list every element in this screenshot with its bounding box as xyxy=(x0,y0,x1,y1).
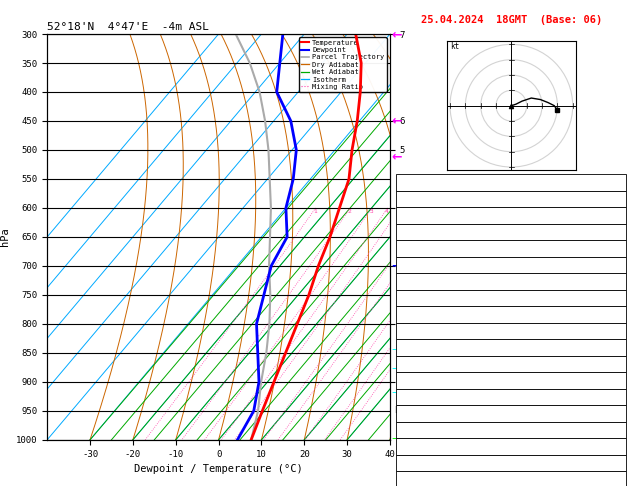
Text: Pressure (mb): Pressure (mb) xyxy=(399,360,467,368)
Text: 25.04.2024  18GMT  (Base: 06): 25.04.2024 18GMT (Base: 06) xyxy=(421,15,602,25)
Text: θᴄ(K): θᴄ(K) xyxy=(399,277,425,286)
Text: Hodograph: Hodograph xyxy=(487,442,535,451)
Text: 3: 3 xyxy=(369,209,373,214)
Y-axis label: hPa: hPa xyxy=(1,227,11,246)
Text: CAPE (J): CAPE (J) xyxy=(399,310,441,319)
Text: 71: 71 xyxy=(613,459,623,468)
Y-axis label: km
ASL: km ASL xyxy=(406,229,426,245)
Text: 4: 4 xyxy=(385,209,389,214)
Text: 0: 0 xyxy=(618,426,623,434)
Text: 67: 67 xyxy=(613,310,623,319)
Legend: Temperature, Dewpoint, Parcel Trajectory, Dry Adiabat, Wet Adiabat, Isotherm, Mi: Temperature, Dewpoint, Parcel Trajectory… xyxy=(299,37,386,92)
Text: ←: ← xyxy=(391,151,401,163)
Text: 0: 0 xyxy=(618,327,623,335)
X-axis label: Dewpoint / Temperature (°C): Dewpoint / Temperature (°C) xyxy=(134,464,303,474)
Text: CIN (J): CIN (J) xyxy=(399,426,435,434)
Text: 4.4: 4.4 xyxy=(608,260,623,269)
Text: 47: 47 xyxy=(613,194,623,203)
Text: →: → xyxy=(391,260,401,273)
Text: 136: 136 xyxy=(608,475,623,484)
Text: kt: kt xyxy=(450,42,459,51)
Text: ←: ← xyxy=(391,29,401,42)
Text: PW (cm): PW (cm) xyxy=(399,211,435,220)
Text: 1: 1 xyxy=(313,209,317,214)
Text: 6: 6 xyxy=(618,393,623,401)
Text: →: → xyxy=(392,364,401,374)
Text: 7.6: 7.6 xyxy=(608,244,623,253)
Text: K: K xyxy=(399,178,404,187)
Text: © weatheronline.co.uk: © weatheronline.co.uk xyxy=(460,471,562,480)
Text: CIN (J): CIN (J) xyxy=(399,327,435,335)
Text: Dewp (°C): Dewp (°C) xyxy=(399,260,446,269)
Text: →: → xyxy=(392,434,401,444)
Text: Lifted Index: Lifted Index xyxy=(399,393,462,401)
Text: 6: 6 xyxy=(618,294,623,302)
Text: 19: 19 xyxy=(613,178,623,187)
Text: 295: 295 xyxy=(608,376,623,385)
Text: Lifted Index: Lifted Index xyxy=(399,294,462,302)
Text: 1.32: 1.32 xyxy=(603,211,623,220)
Text: ←: ← xyxy=(391,115,401,127)
Text: Surface: Surface xyxy=(493,227,530,236)
Text: SREH: SREH xyxy=(399,475,420,484)
Text: Most Unstable: Most Unstable xyxy=(477,343,545,352)
Text: 295: 295 xyxy=(608,277,623,286)
Text: 2: 2 xyxy=(348,209,352,214)
Text: EH: EH xyxy=(399,459,409,468)
Text: Totals Totals: Totals Totals xyxy=(399,194,467,203)
Text: θᴄ (K): θᴄ (K) xyxy=(399,376,430,385)
Text: →: → xyxy=(392,388,401,399)
Text: Temp (°C): Temp (°C) xyxy=(399,244,446,253)
Text: 52°18'N  4°47'E  -4m ASL: 52°18'N 4°47'E -4m ASL xyxy=(47,22,209,32)
Text: LCL: LCL xyxy=(394,406,409,416)
Text: →: → xyxy=(392,345,401,355)
Text: CAPE (J): CAPE (J) xyxy=(399,409,441,418)
Text: 67: 67 xyxy=(613,409,623,418)
Text: 1002: 1002 xyxy=(603,360,623,368)
Text: Mixing Ratio (g/kg): Mixing Ratio (g/kg) xyxy=(409,274,418,362)
